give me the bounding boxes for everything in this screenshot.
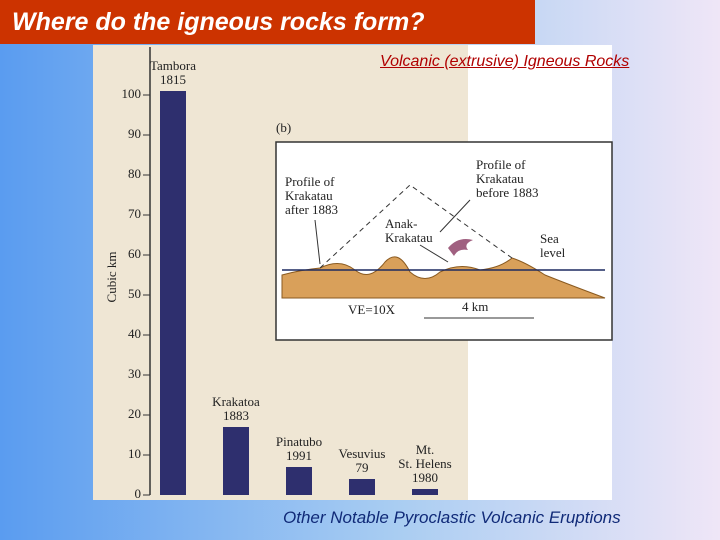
inset-frame <box>275 141 613 341</box>
y-tick-label: 80 <box>128 166 141 181</box>
inset-note: VE=10X <box>348 302 396 317</box>
bar-label: Tambora 1815 <box>149 58 197 87</box>
inset-note: 4 km <box>462 299 489 314</box>
inset-note: Profile of Krakatau before 1883 <box>476 157 539 200</box>
plume <box>448 239 473 256</box>
y-tick-label: 20 <box>128 406 141 421</box>
y-tick-label: 100 <box>122 86 142 101</box>
caption: Other Notable Pyroclastic Volcanic Erupt… <box>283 508 621 527</box>
inset-note: Anak- Krakatau <box>385 216 433 245</box>
y-tick-label: 40 <box>128 326 141 341</box>
y-tick-label: 70 <box>128 206 141 221</box>
inset-figure <box>275 141 613 341</box>
y-axis-label: Cubic km <box>104 252 119 303</box>
bar <box>412 489 438 495</box>
pointer <box>314 219 321 265</box>
profile-before <box>319 184 513 269</box>
pointer <box>419 244 449 263</box>
inset-note: Profile of Krakatau after 1883 <box>285 174 339 217</box>
bar-label: Krakatoa 1883 <box>212 394 260 423</box>
bar <box>286 467 312 495</box>
inset-label: (b) <box>276 120 292 135</box>
subtitle: Volcanic (extrusive) Igneous Rocks <box>380 53 630 70</box>
bar-label: Pinatubo 1991 <box>275 434 323 463</box>
island-profile <box>281 256 606 299</box>
pointer <box>439 199 471 233</box>
y-tick-label: 90 <box>128 126 141 141</box>
y-tick-label: 10 <box>128 446 141 461</box>
bar <box>160 91 186 495</box>
bar-label: Vesuvius 79 <box>338 446 386 475</box>
inset-note: Sea level <box>540 231 566 260</box>
y-tick-label: 50 <box>128 286 141 301</box>
slide-title: Where do the igneous rocks form? <box>0 0 535 44</box>
bar-label: Mt. St. Helens 1980 <box>398 442 452 485</box>
bar <box>349 479 375 495</box>
y-tick-label: 60 <box>128 246 141 261</box>
y-tick-label: 30 <box>128 366 141 381</box>
y-tick-label: 0 <box>135 486 142 501</box>
bar <box>223 427 249 495</box>
